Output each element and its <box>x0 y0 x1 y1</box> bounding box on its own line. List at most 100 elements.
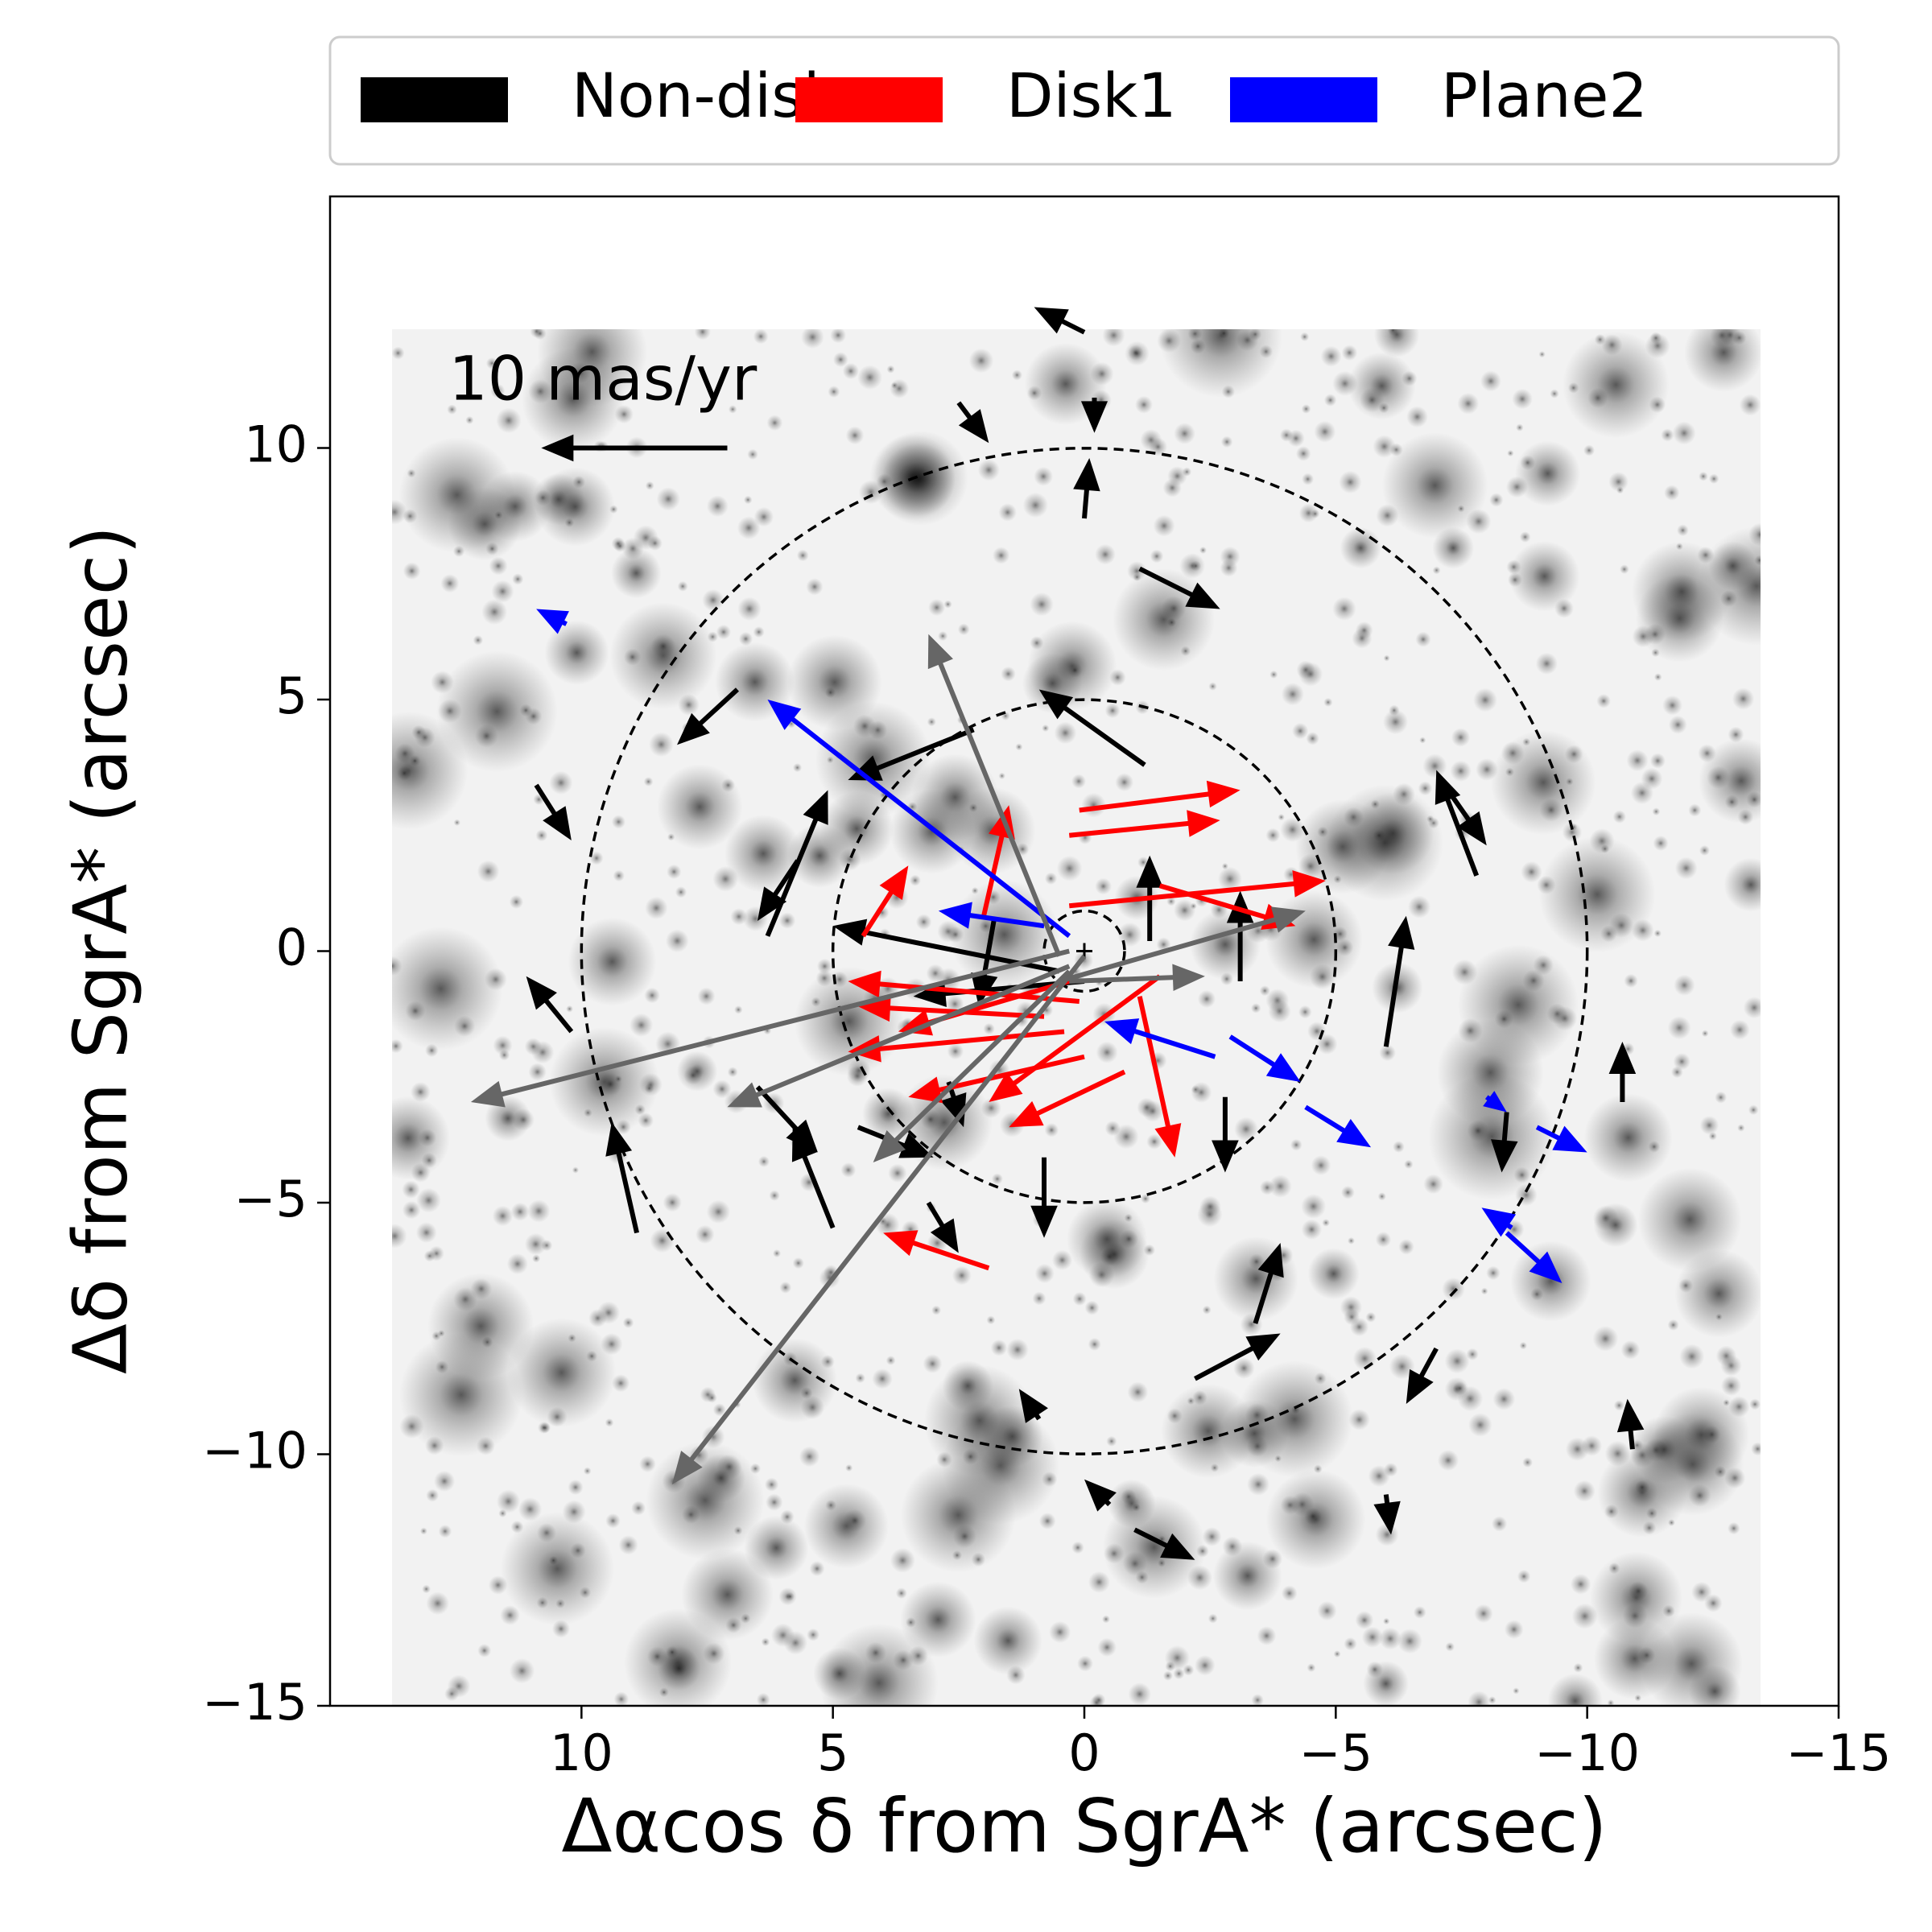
star <box>1630 781 1653 805</box>
arrow-head <box>879 865 909 900</box>
star <box>1292 722 1309 740</box>
star <box>1708 1132 1717 1141</box>
star <box>962 1448 979 1465</box>
star <box>998 503 1017 522</box>
arrow-shaft <box>543 998 574 1034</box>
star <box>568 1333 576 1343</box>
star <box>650 1228 675 1253</box>
star <box>1648 1141 1661 1153</box>
velocity-arrow <box>727 964 1071 1108</box>
legend-swatch <box>361 77 508 122</box>
arrow-shaft <box>878 981 1080 1004</box>
star <box>1573 1480 1596 1502</box>
star <box>895 1587 907 1600</box>
star <box>1102 329 1125 347</box>
star <box>1247 1472 1270 1496</box>
star <box>890 382 898 390</box>
star <box>977 459 1000 481</box>
arrow-head <box>671 1451 703 1484</box>
star <box>1538 836 1656 953</box>
star <box>447 404 457 415</box>
star <box>392 711 469 830</box>
star <box>1295 446 1311 461</box>
star <box>1359 387 1385 413</box>
star <box>1519 1341 1527 1350</box>
star <box>489 556 508 576</box>
velocity-arrow <box>1133 1527 1195 1560</box>
star <box>621 537 644 560</box>
arrow-shaft <box>1062 705 1146 767</box>
star <box>1268 999 1291 1023</box>
star <box>1306 732 1319 745</box>
velocity-arrow <box>1483 1091 1507 1113</box>
arrow-head <box>1257 1243 1284 1278</box>
arrow-shaft <box>893 969 1071 1143</box>
velocity-arrow <box>971 920 998 1007</box>
star <box>419 1527 427 1535</box>
star <box>1281 683 1304 706</box>
star <box>1199 1195 1221 1218</box>
star <box>1222 1536 1243 1557</box>
star <box>638 1113 654 1129</box>
star <box>1522 1457 1533 1468</box>
star <box>747 448 758 460</box>
star <box>1113 568 1216 671</box>
star <box>1183 1664 1195 1676</box>
star <box>1684 329 1761 392</box>
star <box>622 1317 634 1328</box>
star <box>1280 817 1305 842</box>
arrow-head <box>1491 1139 1518 1173</box>
star <box>1564 745 1583 764</box>
star <box>1592 1205 1619 1232</box>
star <box>1432 566 1441 575</box>
star <box>616 1119 631 1135</box>
star <box>1335 939 1354 956</box>
star <box>1072 1291 1087 1307</box>
arrow-shaft <box>688 954 1087 1462</box>
velocity-arrow <box>757 859 800 921</box>
arrow-head <box>1038 689 1074 720</box>
star <box>862 1088 914 1140</box>
star <box>1552 1006 1578 1031</box>
arrow-head <box>1030 1205 1058 1238</box>
star <box>1248 1253 1265 1270</box>
arrow-shaft <box>1138 566 1195 598</box>
arrow-head <box>1265 1053 1301 1082</box>
star <box>1729 1019 1750 1040</box>
star <box>1565 1437 1590 1461</box>
star <box>613 1691 630 1706</box>
star <box>1290 1138 1302 1151</box>
star <box>1348 1236 1355 1245</box>
star <box>422 1584 431 1594</box>
star <box>1583 444 1596 456</box>
star <box>589 851 604 865</box>
arrow-head <box>786 1119 818 1153</box>
star <box>454 1015 476 1037</box>
star <box>1195 1654 1216 1676</box>
velocity-arrow <box>908 1054 1085 1104</box>
star <box>1432 526 1475 569</box>
star <box>1379 1044 1396 1062</box>
star <box>1488 1696 1496 1704</box>
star <box>1173 899 1196 922</box>
star <box>1620 1340 1641 1360</box>
star <box>646 1646 668 1667</box>
arrow-head <box>727 1082 762 1108</box>
star <box>1698 744 1716 763</box>
star <box>547 1406 568 1427</box>
star <box>1208 1613 1218 1624</box>
star <box>613 869 625 882</box>
arrow-head <box>883 1230 919 1257</box>
arrow-shaft <box>968 912 1045 929</box>
star <box>568 1479 584 1496</box>
star <box>968 803 978 812</box>
arrow-head <box>1245 1333 1281 1361</box>
arrow-head <box>930 1218 959 1253</box>
star <box>1708 473 1719 485</box>
star <box>481 599 508 625</box>
star <box>1383 709 1409 735</box>
arrow-shaft <box>1444 797 1480 877</box>
arrow-head <box>898 1009 933 1036</box>
star <box>586 1350 598 1362</box>
star <box>1678 1278 1694 1293</box>
